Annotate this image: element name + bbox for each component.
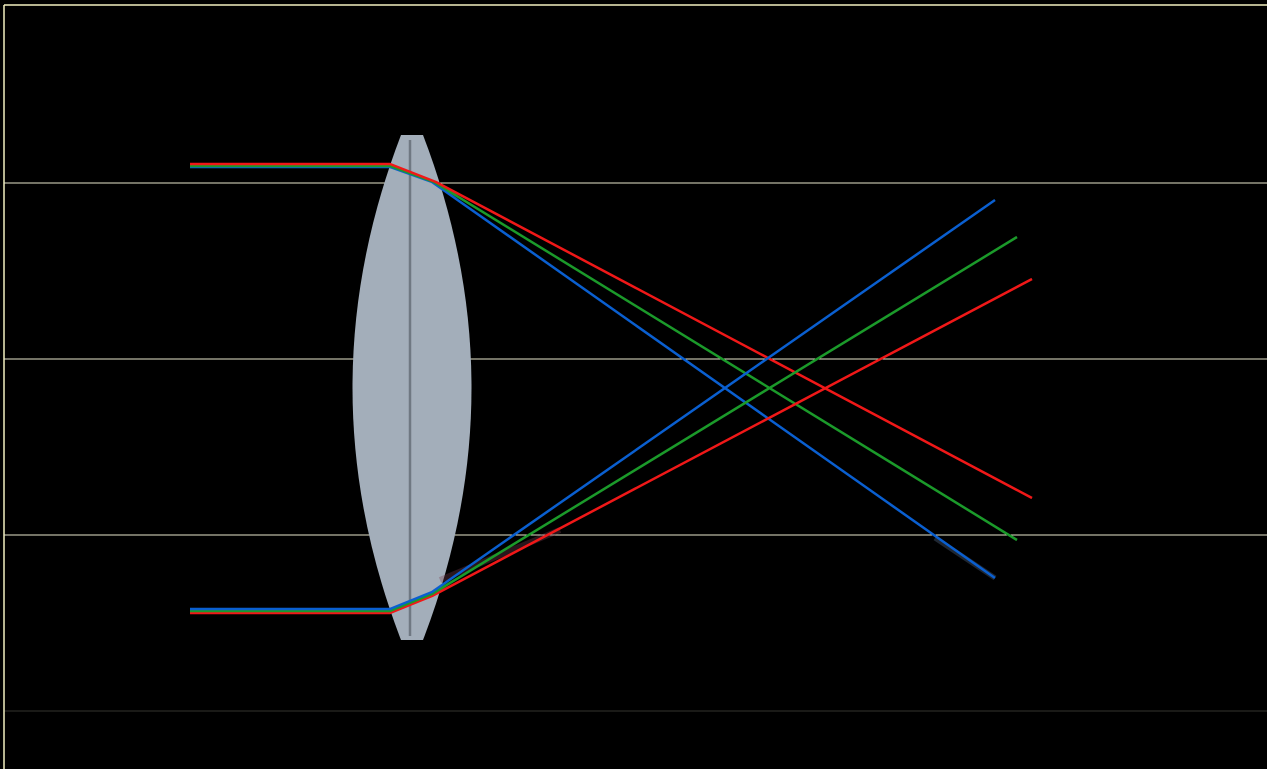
green-upper-ray: [190, 164, 1018, 542]
blue-lower-ray: [190, 198, 996, 611]
red-upper-ray: [190, 162, 1033, 500]
convex-lens: [352, 135, 472, 640]
lower-ray-bundle: [190, 198, 1033, 615]
frame: [3, 4, 1267, 769]
lens-body: [352, 135, 472, 640]
green-lower-ray: [190, 235, 1018, 613]
guide-lines: [4, 182, 1267, 712]
upper-ray-bundle: [190, 162, 1033, 580]
red-lower-ray: [190, 277, 1033, 615]
